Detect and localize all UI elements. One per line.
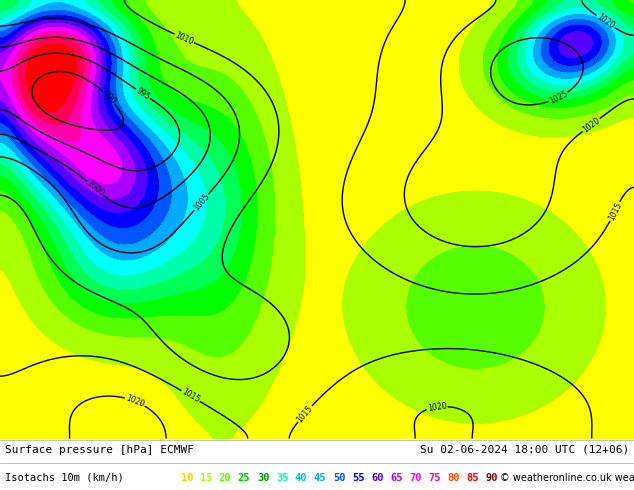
Text: 1010: 1010 xyxy=(174,30,195,47)
Text: 1015: 1015 xyxy=(180,387,201,405)
Text: 1020: 1020 xyxy=(124,393,146,409)
Text: 75: 75 xyxy=(428,473,441,483)
Text: 85: 85 xyxy=(466,473,479,483)
Text: 35: 35 xyxy=(276,473,288,483)
Text: 50: 50 xyxy=(333,473,346,483)
Text: 70: 70 xyxy=(409,473,422,483)
Text: 20: 20 xyxy=(219,473,231,483)
Text: 30: 30 xyxy=(257,473,269,483)
Text: 1020: 1020 xyxy=(427,401,447,413)
Text: Surface pressure [hPa] ECMWF: Surface pressure [hPa] ECMWF xyxy=(5,445,194,455)
Text: 1015: 1015 xyxy=(295,404,314,424)
Text: 990: 990 xyxy=(101,89,117,106)
Text: Su 02-06-2024 18:00 UTC (12+06): Su 02-06-2024 18:00 UTC (12+06) xyxy=(420,445,629,455)
Text: 60: 60 xyxy=(371,473,384,483)
Text: 80: 80 xyxy=(447,473,460,483)
Text: 40: 40 xyxy=(295,473,307,483)
Text: 1000: 1000 xyxy=(85,179,105,198)
Text: © weatheronline.co.uk weatheronline.co.uk: © weatheronline.co.uk weatheronline.co.u… xyxy=(500,473,634,483)
Text: 1020: 1020 xyxy=(595,12,616,30)
Text: 1005: 1005 xyxy=(191,192,211,212)
Text: 1020: 1020 xyxy=(581,116,602,134)
Text: 25: 25 xyxy=(238,473,250,483)
Text: 55: 55 xyxy=(352,473,365,483)
Text: 995: 995 xyxy=(134,86,152,101)
Text: 1025: 1025 xyxy=(548,89,569,106)
Text: 45: 45 xyxy=(314,473,327,483)
Text: 90: 90 xyxy=(485,473,498,483)
Text: Isotachs 10m (km/h): Isotachs 10m (km/h) xyxy=(5,473,124,483)
Text: 1015: 1015 xyxy=(607,201,623,222)
Text: 65: 65 xyxy=(390,473,403,483)
Text: 15: 15 xyxy=(200,473,212,483)
Text: 10: 10 xyxy=(181,473,193,483)
